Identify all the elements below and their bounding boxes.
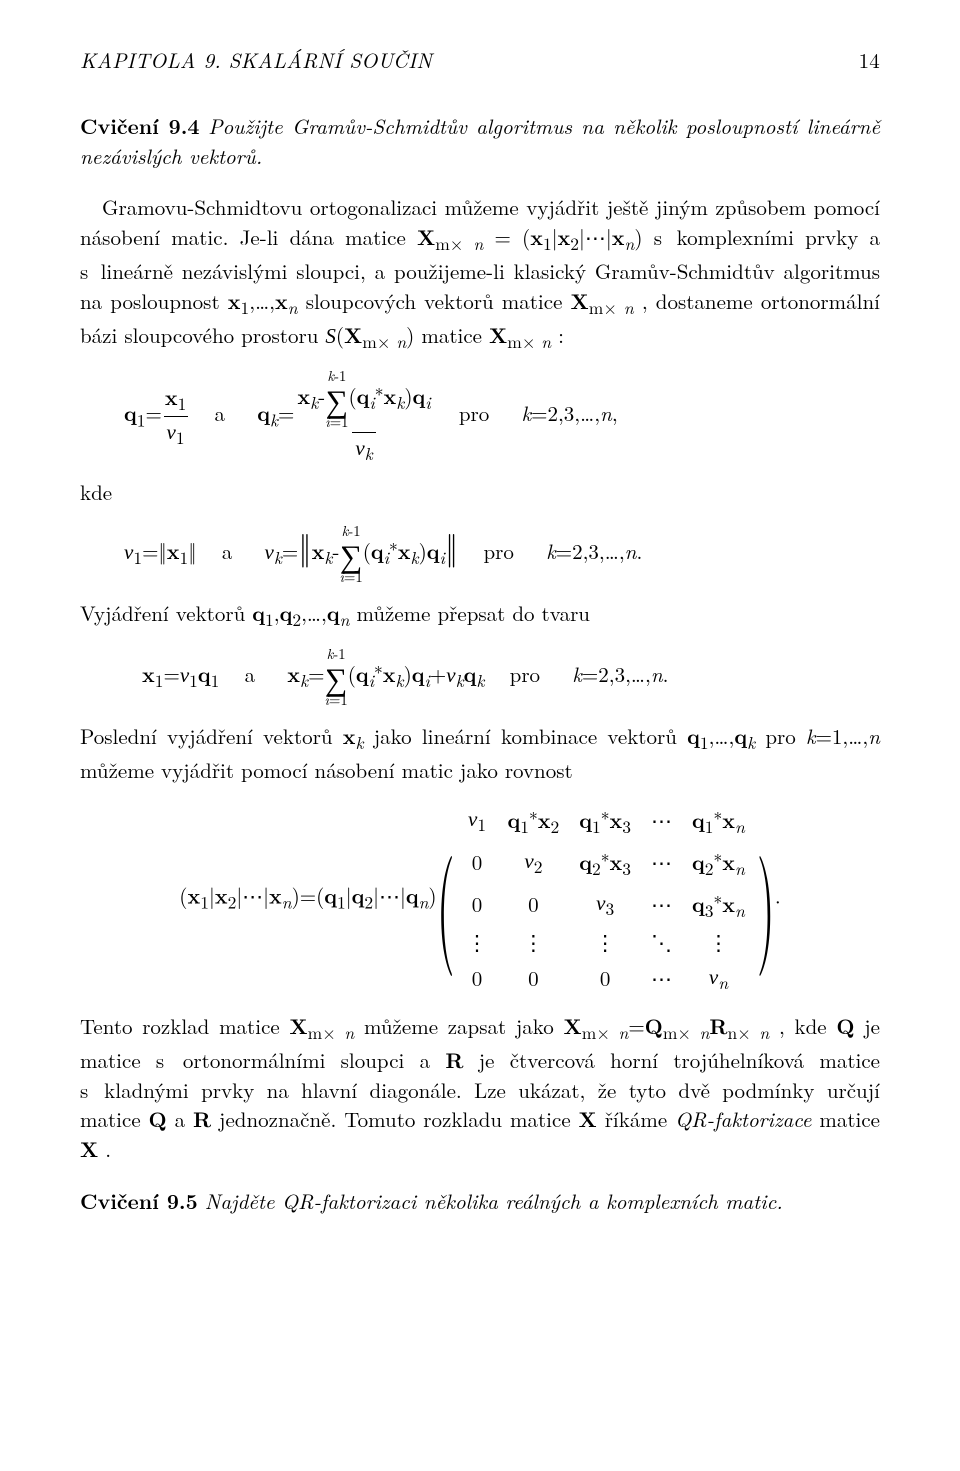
- exercise-95-label: Cvičení 9.5: [80, 1186, 198, 1216]
- exercise-95-text: Najděte QR-faktorizaci několika reálných…: [205, 1186, 783, 1216]
- text: říkáme: [605, 1104, 675, 1134]
- math-Xmn-eq: Xm× n = (x1|x2|⋯|xn): [417, 222, 643, 252]
- exercise-94-label: Cvičení 9.4: [80, 111, 200, 141]
- text: a: [175, 1104, 193, 1134]
- text: sloupcových vektorů matice: [306, 286, 571, 316]
- math-SXmn: S(Xm× n): [325, 320, 414, 350]
- math-X2: X: [80, 1134, 98, 1164]
- text: můžeme přepsat do tvaru: [356, 598, 590, 628]
- paragraph-matrix-eq: Poslední vyjádření vektorů xk jako lineá…: [80, 722, 880, 786]
- text: pro: [765, 721, 806, 751]
- math-Xmn3: Xm× n: [289, 1011, 354, 1041]
- display-eq-nuk: ν1=‖x1‖a νk=‖xk-k-1∑i=1(qi∗xk)qi‖pro k=2…: [80, 522, 880, 585]
- text: Tento rozklad matice: [80, 1011, 289, 1041]
- text: jednoznačně. Tomuto rozkladu matice: [219, 1104, 579, 1134]
- math-q1qk: q1,…,qk: [687, 721, 755, 751]
- math-R: R: [445, 1045, 463, 1075]
- paragraph-rewrite: Vyjádření vektorů q1,q2,…,qn můžeme přep…: [80, 599, 880, 633]
- paragraph-qr: Tento rozklad matice Xm× n můžeme zapsat…: [80, 1012, 880, 1165]
- text: Vyjádření vektorů: [80, 598, 252, 628]
- paragraph-gs-intro: Gramovu-Schmidtovu ortogonalizaci můžeme…: [80, 193, 880, 355]
- math-R2: R: [193, 1104, 211, 1134]
- exercise-94: Cvičení 9.4 Použijte Gramův-Schmidtův al…: [80, 112, 880, 172]
- math-xk: xk: [343, 721, 364, 751]
- text: můžeme zapsat jako: [364, 1011, 564, 1041]
- text: jako lineární kombinace vektorů: [374, 721, 687, 751]
- display-eq-xk: x1=ν1q1a xk=k-1∑i=1(qi∗xk)qi+νkqkpro k=2…: [80, 647, 880, 708]
- math-X: X: [579, 1104, 597, 1134]
- text: matice: [819, 1104, 880, 1134]
- exercise-94-text: Použijte Gramův-Schmidtův algoritmus na …: [80, 111, 880, 171]
- text: matice: [421, 320, 489, 350]
- text: můžeme vyjádřit pomocí násobení matic ja…: [80, 755, 573, 785]
- qr-name: QR-faktorizace: [675, 1104, 811, 1134]
- header-chapter: KAPITOLA 9. SKALÁRNÍ SOUČIN: [80, 46, 432, 76]
- math-Xmn: Xm× n: [571, 286, 634, 316]
- math-Xmn2: Xm× n: [489, 320, 551, 350]
- math-x1xn: x1,…,xn: [228, 286, 298, 316]
- text: .: [105, 1134, 111, 1164]
- exercise-95: Cvičení 9.5 Najděte QR-faktorizaci někol…: [80, 1187, 880, 1217]
- text: , kde: [779, 1011, 836, 1041]
- math-k1n: k=1,…,n: [806, 721, 880, 751]
- page-header: KAPITOLA 9. SKALÁRNÍ SOUČIN 14: [80, 46, 880, 76]
- text: Poslední vyjádření vektorů: [80, 721, 343, 751]
- header-page-number: 14: [859, 46, 880, 76]
- text: :: [558, 320, 564, 350]
- display-eq-qk: q1=x1ν1a qk=xk-k-1∑i=1(qi∗xk)qiνkpro k=2…: [80, 369, 880, 464]
- math-XQR: Xm× n=Qm× nRn× n: [564, 1011, 770, 1041]
- kde-label: kde: [80, 478, 880, 508]
- math-Q: Q: [836, 1011, 854, 1041]
- display-eq-matrix: (x1|x2|⋯|xn)=(q1|q2|⋯|qn)(ν1q1∗x2q1∗x3⋯q…: [80, 800, 880, 998]
- math-Q2: Q: [149, 1104, 167, 1134]
- math-q1qn: q1,q2,…,qn: [252, 598, 349, 628]
